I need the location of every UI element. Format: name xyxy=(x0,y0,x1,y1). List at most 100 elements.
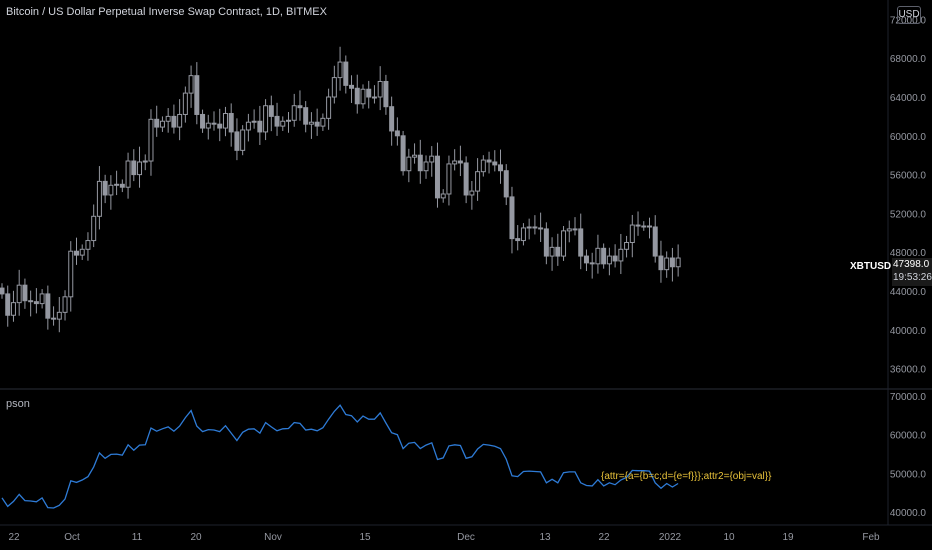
candle-body xyxy=(566,228,572,232)
indicator-name[interactable]: pson xyxy=(6,398,30,410)
candle-body xyxy=(28,300,34,303)
candle-body xyxy=(549,246,555,257)
candle-body xyxy=(51,317,57,320)
candle-body xyxy=(142,160,148,163)
candle-body xyxy=(371,96,377,99)
candle-body xyxy=(624,242,630,250)
candle-body xyxy=(434,155,440,199)
main-price-axis[interactable]: 72000.0 68000.0 64000.0 60000.0 56000.0 52000… xyxy=(890,15,927,375)
price-tick-label: 68000.0 xyxy=(890,54,927,65)
candle-body xyxy=(417,154,423,172)
candle-body xyxy=(406,156,412,172)
main-pane xyxy=(0,46,681,333)
candle-body xyxy=(200,113,206,129)
candle-body xyxy=(429,155,435,163)
candle-body xyxy=(16,284,22,304)
candle-body xyxy=(211,122,217,125)
candle-body xyxy=(228,112,234,133)
time-tick-label: 2022 xyxy=(659,532,682,543)
candle-body xyxy=(595,247,601,265)
candle-body xyxy=(96,180,102,217)
indicator-annotation: {attr={a={b=c;d={e=f}}};attr2={obj=val}} xyxy=(601,471,772,482)
candle-body xyxy=(159,120,165,128)
candle-body xyxy=(572,228,578,231)
bar-countdown: 19:53:26 xyxy=(893,272,932,283)
candle-body xyxy=(286,119,291,122)
time-tick-label: 13 xyxy=(539,532,551,543)
candle-body xyxy=(257,120,263,133)
candle-body xyxy=(56,311,62,320)
candle-body xyxy=(589,262,595,265)
price-tick-label: 72000.0 xyxy=(890,15,927,26)
candle-body xyxy=(349,84,355,89)
candle-body xyxy=(114,183,120,186)
candle-body xyxy=(583,255,589,264)
candle-body xyxy=(515,238,521,242)
candle-body xyxy=(245,121,251,131)
candle-body xyxy=(538,227,544,230)
time-tick-label: Oct xyxy=(64,532,80,543)
candle-body xyxy=(234,131,240,151)
time-axis[interactable]: 22 Oct 11 20 Nov 15 Dec 13 22 2022 10 19 Feb xyxy=(8,532,880,543)
candle-body xyxy=(308,121,314,125)
candle-body xyxy=(532,226,538,229)
candle-body xyxy=(389,106,395,132)
indicator-price-axis[interactable]: 70000.0 60000.0 50000.0 40000.0 xyxy=(890,392,927,519)
candle-body xyxy=(182,92,188,115)
candle-body xyxy=(263,105,269,133)
time-tick-label: Nov xyxy=(264,532,282,543)
price-tick-label: 64000.0 xyxy=(890,93,927,104)
candle-body xyxy=(85,240,91,250)
candle-body xyxy=(268,105,274,117)
candle-body xyxy=(412,154,418,158)
candle-body xyxy=(440,193,446,199)
candle-body xyxy=(0,287,5,295)
indicator-tick-label: 40000.0 xyxy=(890,508,927,519)
candle-body xyxy=(400,135,406,172)
candle-body xyxy=(423,161,429,172)
candle-body xyxy=(22,284,28,302)
candle-body xyxy=(148,118,154,162)
candle-body xyxy=(503,170,509,198)
candle-body xyxy=(555,246,561,257)
candle-body xyxy=(205,122,211,129)
candle-body xyxy=(606,255,612,265)
candle-body xyxy=(509,196,515,240)
candle-body xyxy=(177,113,183,128)
time-tick-label: 19 xyxy=(782,532,794,543)
time-tick-label: 15 xyxy=(359,532,371,543)
indicator-tick-label: 50000.0 xyxy=(890,469,927,480)
candle-body xyxy=(520,227,526,242)
last-price-tag: 47398.0 19:53:26 xyxy=(892,258,932,286)
time-tick-label: 22 xyxy=(598,532,610,543)
candle-body xyxy=(480,159,486,173)
candle-body xyxy=(486,159,492,163)
indicator-tick-label: 70000.0 xyxy=(890,392,927,403)
candle-body xyxy=(119,183,125,188)
candle-body xyxy=(79,248,85,256)
candle-body xyxy=(188,75,194,94)
candle-body xyxy=(561,230,567,257)
candle-body xyxy=(446,163,452,195)
price-tick-label: 36000.0 xyxy=(890,365,927,376)
candle-body xyxy=(102,180,108,196)
candle-body xyxy=(137,161,143,176)
price-tick-label: 56000.0 xyxy=(890,171,927,182)
candle-body xyxy=(320,117,326,127)
candle-body xyxy=(217,123,223,129)
candle-body xyxy=(463,162,469,196)
currency-button[interactable]: USD xyxy=(897,6,921,24)
candle-body xyxy=(5,293,11,316)
candle-body xyxy=(526,226,532,229)
candle-body xyxy=(274,115,280,127)
candle-body xyxy=(601,247,607,265)
time-tick-label: 11 xyxy=(132,532,143,543)
candle-body xyxy=(629,224,635,243)
time-tick-label: Feb xyxy=(862,532,880,543)
candle-body xyxy=(303,107,309,125)
candle-body xyxy=(635,224,641,227)
candle-body xyxy=(612,255,618,262)
candle-body xyxy=(498,164,504,172)
candle-body xyxy=(360,88,366,105)
candle-body xyxy=(251,120,257,123)
